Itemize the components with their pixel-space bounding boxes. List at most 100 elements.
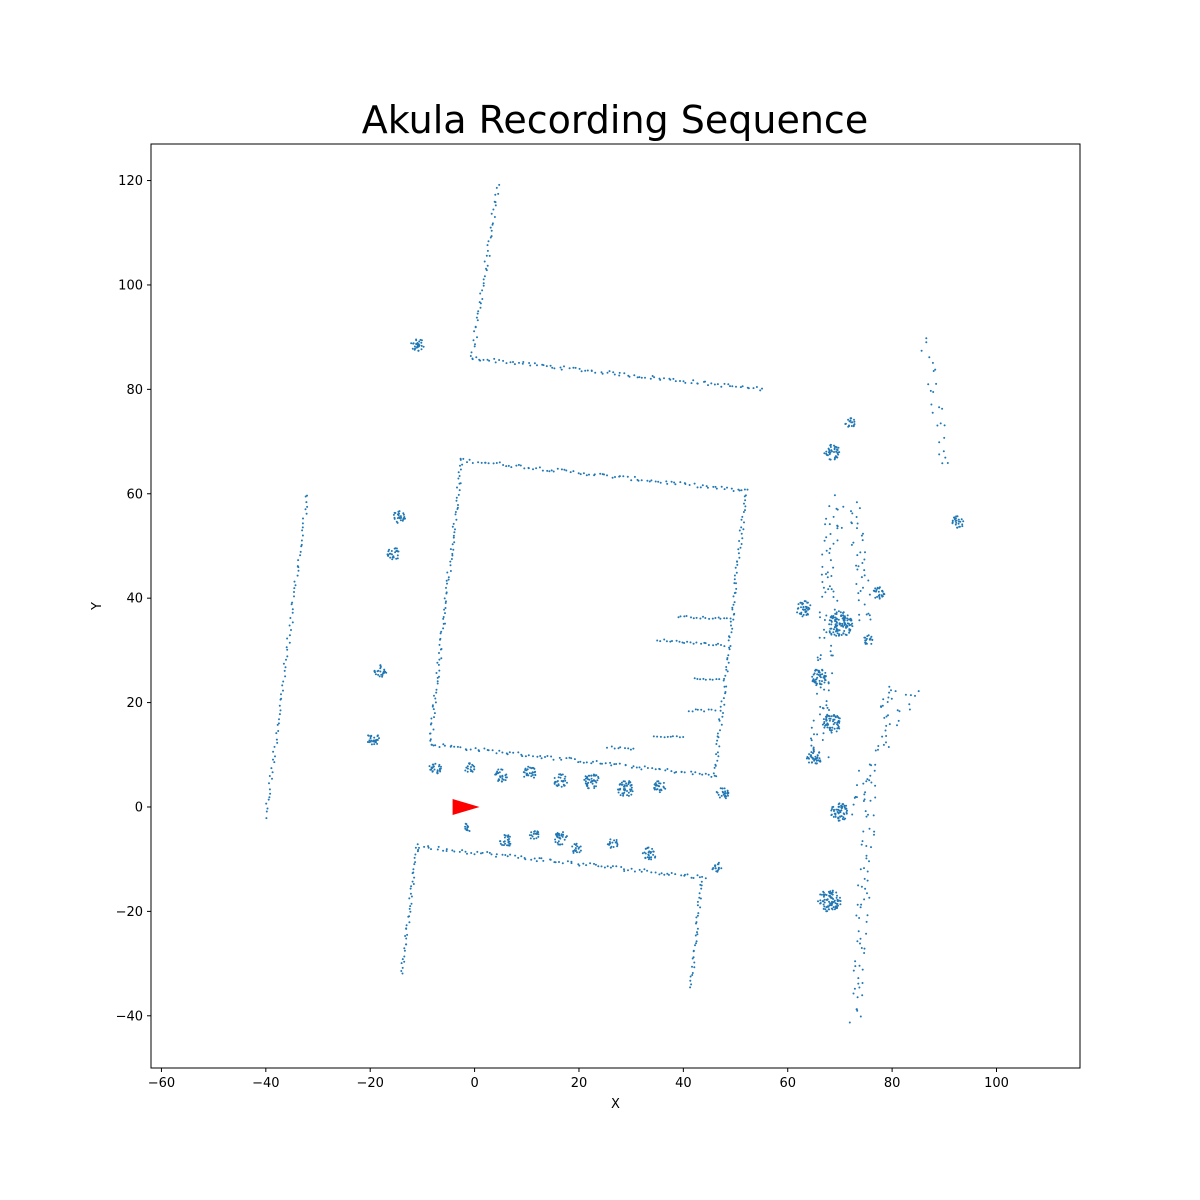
data-point [723,685,726,688]
data-point [823,539,826,542]
data-point [730,631,733,634]
data-point [841,818,844,820]
data-point [266,807,269,810]
data-point [420,344,423,347]
data-point [821,673,824,676]
data-point [881,735,884,738]
data-point [829,726,832,729]
data-point [658,768,661,771]
data-point [565,469,568,472]
data-point [761,387,763,390]
data-point [579,849,582,852]
data-point [451,554,454,557]
data-point [834,906,837,909]
data-point [277,730,280,732]
data-point [643,851,646,854]
data-point [824,908,827,911]
data-point [490,212,493,215]
data-point [680,874,683,877]
data-point [874,784,877,787]
data-point [738,529,741,532]
data-point [558,756,561,759]
data-point [843,804,846,807]
data-point [438,669,441,672]
data-point [640,768,643,771]
data-point [810,751,813,754]
data-point [373,736,376,739]
data-point [495,853,498,856]
data-point [457,493,460,496]
data-point [685,615,688,617]
data-point [721,787,724,790]
data-point [829,547,832,550]
data-point [378,737,380,740]
data-point [477,310,480,313]
data-point [832,720,834,723]
data-point [392,513,395,516]
data-point [823,905,826,908]
data-point [859,868,862,871]
vehicle-marker [452,798,480,815]
data-point [648,480,651,483]
data-point [699,678,702,681]
data-point [829,650,832,653]
data-point [718,678,721,681]
data-point [715,743,718,745]
data-point [630,766,633,769]
data-point [719,729,721,732]
data-point [666,768,669,770]
data-point [695,942,697,945]
data-point [729,385,731,388]
data-point [495,186,498,189]
data-point [563,468,566,471]
data-point [859,590,862,592]
data-point [835,891,838,894]
data-point [472,339,475,342]
data-point [887,714,889,717]
data-point [825,549,828,552]
data-point [825,631,828,634]
data-point [459,464,461,467]
data-point [533,362,536,365]
data-point [416,346,419,349]
data-point [527,754,530,757]
data-point [444,607,447,609]
data-point [917,690,920,693]
data-point [812,752,814,755]
data-point [452,536,455,539]
data-point [717,863,720,866]
data-point [570,862,573,865]
data-point [282,689,284,692]
data-point [696,927,699,930]
data-point [718,719,721,722]
data-point [853,796,856,799]
data-point [960,518,963,521]
data-point [714,617,717,619]
data-point [530,858,533,861]
data-point [420,339,423,342]
data-point [654,480,657,483]
data-point [742,528,745,531]
data-point [449,548,452,551]
data-point [820,893,823,896]
data-point [518,361,520,364]
data-point [825,715,827,718]
data-point [610,764,613,767]
data-point [837,446,840,449]
data-point [835,450,838,453]
data-point [744,505,747,508]
data-point [497,192,500,195]
data-point [675,771,678,773]
data-point [832,631,835,634]
data-point [860,947,863,949]
data-point [861,539,864,542]
data-point [871,639,874,641]
data-point [887,696,890,699]
data-point [834,620,836,622]
data-point [858,619,861,622]
data-point [389,556,392,559]
data-point [665,640,668,643]
data-point [557,784,560,787]
data-point [829,458,832,461]
data-point [691,957,694,960]
